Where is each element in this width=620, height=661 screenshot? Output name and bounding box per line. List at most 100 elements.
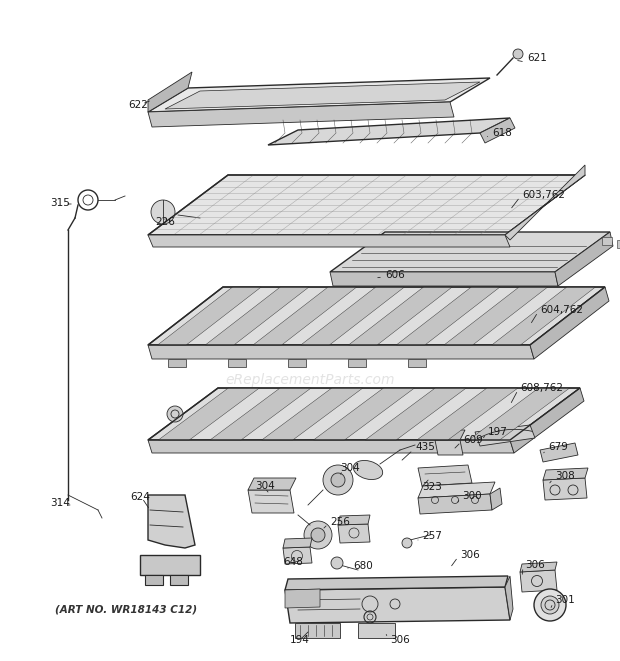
Polygon shape xyxy=(480,118,515,143)
Polygon shape xyxy=(301,287,404,345)
Polygon shape xyxy=(505,576,513,620)
Polygon shape xyxy=(168,359,186,367)
Polygon shape xyxy=(165,82,480,109)
Polygon shape xyxy=(314,388,415,440)
Circle shape xyxy=(304,521,332,549)
Text: 306: 306 xyxy=(390,635,410,645)
Circle shape xyxy=(323,465,353,495)
Polygon shape xyxy=(148,102,454,127)
Text: 315: 315 xyxy=(50,198,70,208)
Text: 621: 621 xyxy=(527,53,547,63)
Polygon shape xyxy=(396,287,500,345)
Polygon shape xyxy=(510,388,584,453)
Text: 314: 314 xyxy=(50,498,70,508)
Polygon shape xyxy=(210,388,311,440)
Text: 301: 301 xyxy=(555,595,575,605)
Text: 604,762: 604,762 xyxy=(540,305,583,315)
Circle shape xyxy=(331,473,345,487)
Text: eReplacementParts.com: eReplacementParts.com xyxy=(225,373,395,387)
Polygon shape xyxy=(475,425,535,446)
Text: 603,762: 603,762 xyxy=(522,190,565,200)
Text: 304: 304 xyxy=(340,463,360,473)
Polygon shape xyxy=(283,547,312,564)
Polygon shape xyxy=(248,490,294,513)
Text: 304: 304 xyxy=(255,481,275,491)
Polygon shape xyxy=(530,287,609,359)
Polygon shape xyxy=(418,494,492,514)
Polygon shape xyxy=(469,388,570,440)
Polygon shape xyxy=(444,287,547,345)
Text: (ART NO. WR18143 C12): (ART NO. WR18143 C12) xyxy=(55,605,197,615)
Polygon shape xyxy=(262,388,363,440)
Polygon shape xyxy=(253,287,356,345)
Polygon shape xyxy=(148,287,605,345)
Polygon shape xyxy=(285,589,320,608)
Polygon shape xyxy=(358,623,395,638)
Circle shape xyxy=(513,49,523,59)
Text: 648: 648 xyxy=(283,557,303,567)
Polygon shape xyxy=(288,359,306,367)
Polygon shape xyxy=(295,623,340,638)
Polygon shape xyxy=(348,287,452,345)
Polygon shape xyxy=(140,555,200,575)
Text: 306: 306 xyxy=(460,550,480,560)
Polygon shape xyxy=(228,359,246,367)
Circle shape xyxy=(151,200,175,224)
Polygon shape xyxy=(520,570,557,592)
Polygon shape xyxy=(148,495,195,548)
Polygon shape xyxy=(435,440,463,455)
Polygon shape xyxy=(145,575,163,585)
Polygon shape xyxy=(602,237,612,245)
Polygon shape xyxy=(348,359,366,367)
Polygon shape xyxy=(435,430,465,440)
Polygon shape xyxy=(148,388,580,440)
Circle shape xyxy=(167,406,183,422)
Circle shape xyxy=(402,538,412,548)
Polygon shape xyxy=(417,388,518,440)
Polygon shape xyxy=(248,478,296,490)
Text: 679: 679 xyxy=(548,442,568,452)
Polygon shape xyxy=(148,235,510,247)
Text: 256: 256 xyxy=(330,517,350,527)
Polygon shape xyxy=(330,272,558,286)
Text: 624: 624 xyxy=(130,492,150,502)
Text: 257: 257 xyxy=(422,531,442,541)
Polygon shape xyxy=(365,388,466,440)
Text: 435: 435 xyxy=(415,442,435,452)
Polygon shape xyxy=(540,443,578,462)
Text: 622: 622 xyxy=(128,100,148,110)
Polygon shape xyxy=(148,440,514,453)
Circle shape xyxy=(534,589,566,621)
Polygon shape xyxy=(490,488,502,510)
Polygon shape xyxy=(338,524,370,543)
Text: 308: 308 xyxy=(555,471,575,481)
Polygon shape xyxy=(148,78,490,112)
Polygon shape xyxy=(408,359,426,367)
Polygon shape xyxy=(268,118,510,145)
Ellipse shape xyxy=(353,461,383,479)
Text: 323: 323 xyxy=(422,482,442,492)
Polygon shape xyxy=(170,575,188,585)
Polygon shape xyxy=(418,465,472,486)
Polygon shape xyxy=(148,345,534,359)
Text: 680: 680 xyxy=(353,561,373,571)
Polygon shape xyxy=(505,165,585,240)
Text: 194: 194 xyxy=(290,635,310,645)
Polygon shape xyxy=(148,72,192,112)
Polygon shape xyxy=(617,240,620,248)
Text: 608,762: 608,762 xyxy=(520,383,563,393)
Text: 606: 606 xyxy=(385,270,405,280)
Text: 197: 197 xyxy=(488,427,508,437)
Polygon shape xyxy=(205,287,309,345)
Text: 609: 609 xyxy=(463,435,483,445)
Circle shape xyxy=(541,596,559,614)
Text: 226: 226 xyxy=(155,217,175,227)
Circle shape xyxy=(311,528,325,542)
Polygon shape xyxy=(330,232,610,272)
Polygon shape xyxy=(285,587,510,623)
Text: 618: 618 xyxy=(492,128,512,138)
Polygon shape xyxy=(418,482,495,498)
Polygon shape xyxy=(148,175,585,235)
Polygon shape xyxy=(338,515,370,525)
Text: 306: 306 xyxy=(525,560,545,570)
